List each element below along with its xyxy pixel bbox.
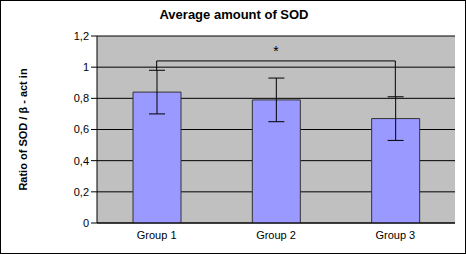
svg-text:0: 0 [83, 217, 89, 229]
svg-text:0,8: 0,8 [74, 92, 89, 104]
svg-text:0,4: 0,4 [74, 155, 89, 167]
svg-text:1,2: 1,2 [74, 30, 89, 42]
svg-text:0,6: 0,6 [74, 123, 89, 135]
svg-text:*: * [273, 43, 279, 59]
svg-text:Group 3: Group 3 [375, 229, 415, 241]
svg-text:Group 1: Group 1 [137, 229, 177, 241]
svg-text:1: 1 [83, 61, 89, 73]
svg-text:Group 2: Group 2 [256, 229, 296, 241]
svg-text:Ratio of SOD / β - act in: Ratio of SOD / β - act in [17, 68, 29, 191]
html-text:Average amount of SOD: Average amount of SOD [159, 7, 309, 22]
svg-text:0,2: 0,2 [74, 186, 89, 198]
